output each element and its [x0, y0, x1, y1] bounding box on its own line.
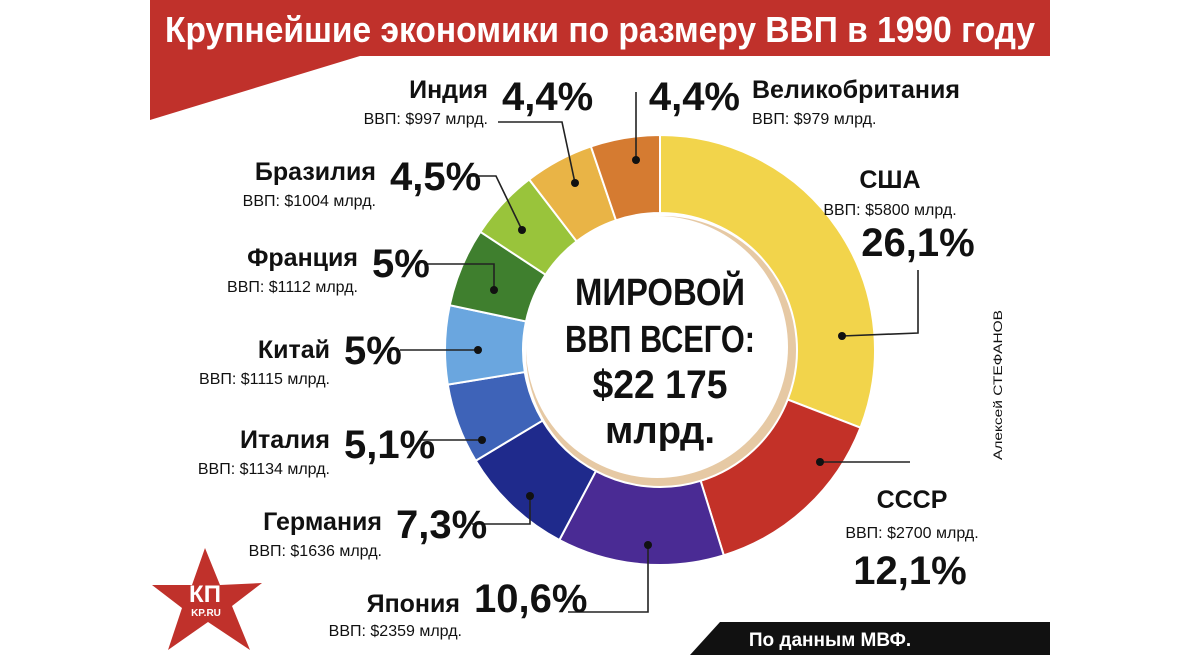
- slice-8-country-label: Индия: [409, 76, 488, 104]
- slice-0-percent-label: 26,1%: [861, 221, 974, 265]
- center-line-1: МИРОВОЙ: [575, 269, 745, 314]
- slice-6-percent-label: 5%: [372, 242, 430, 286]
- slice-0-country-label: США: [859, 166, 920, 194]
- slice-2-leader-dot: [644, 541, 652, 549]
- slice-9-percent-label: 4,4%: [649, 75, 740, 119]
- slice-8-percent-label: 4,4%: [502, 75, 593, 119]
- donut-hole: [526, 216, 788, 478]
- kp-star-logo: КП KP.RU: [152, 548, 262, 650]
- slice-4-gdp-label: ВВП: $1134 млрд.: [198, 461, 330, 478]
- slice-1-leader-dot: [816, 458, 824, 466]
- slice-1-percent-label: 12,1%: [853, 549, 966, 593]
- slice-6-country-label: Франция: [247, 244, 358, 272]
- center-total: МИРОВОЙ ВВП ВСЕГО: $22 175 млрд.: [565, 269, 755, 452]
- slice-8-leader-dot: [571, 179, 579, 187]
- slice-4-country-label: Италия: [240, 426, 330, 454]
- slice-2-gdp-label: ВВП: $2359 млрд.: [329, 623, 462, 640]
- slice-7-gdp-label: ВВП: $1004 млрд.: [243, 193, 376, 210]
- slice-3-gdp-label: ВВП: $1636 млрд.: [249, 543, 382, 560]
- slice-2-country-label: Япония: [367, 590, 460, 618]
- source-text: По данным МВФ.: [749, 630, 911, 651]
- slice-6-leader-dot: [490, 286, 498, 294]
- slice-6-gdp-label: ВВП: $1112 млрд.: [227, 279, 358, 296]
- slice-3-country-label: Германия: [263, 508, 382, 536]
- title-band: [150, 0, 1050, 120]
- slice-7-leader-dot: [518, 226, 526, 234]
- slice-1-gdp-label: ВВП: $2700 млрд.: [845, 525, 978, 542]
- slice-8-leader-line: [498, 121, 576, 184]
- logo-text: КП: [189, 581, 221, 608]
- center-line-3: $22 175: [593, 363, 728, 407]
- slice-1-country-label: СССР: [877, 486, 948, 514]
- slice-4-percent-label: 5,1%: [344, 423, 435, 467]
- slice-0-leader-dot: [838, 332, 846, 340]
- leader-lines: [400, 92, 919, 613]
- slice-0-leader-line: [841, 270, 919, 337]
- slice-9-country-label: Великобритания: [752, 76, 960, 104]
- slice-0-arc: [659, 133, 876, 430]
- slice-5-leader-dot: [474, 346, 482, 354]
- slice-5-country-label: Китай: [258, 336, 330, 364]
- slice-3-leader-line: [472, 496, 531, 525]
- chart-title: Крупнейшие экономики по размеру ВВП в 19…: [165, 9, 1035, 50]
- slice-3-percent-label: 7,3%: [396, 503, 487, 547]
- center-line-4: млрд.: [605, 410, 715, 452]
- donut-chart: [444, 133, 876, 566]
- slice-0-gdp-label: ВВП: $5800 млрд.: [823, 202, 956, 219]
- slice-5-gdp-label: ВВП: $1115 млрд.: [199, 371, 330, 388]
- slice-7-country-label: Бразилия: [255, 158, 376, 186]
- slice-8-gdp-label: ВВП: $997 млрд.: [364, 111, 488, 128]
- slice-2-percent-label: 10,6%: [474, 577, 587, 621]
- slice-3-leader-dot: [526, 492, 534, 500]
- slice-7-percent-label: 4,5%: [390, 155, 481, 199]
- slice-6-leader-line: [425, 263, 495, 290]
- slice-2-leader-line: [568, 545, 649, 613]
- author-credit: Алексей СТЕФАНОВ: [991, 310, 1005, 460]
- center-line-2: ВВП ВСЕГО:: [565, 319, 755, 361]
- slice-9-gdp-label: ВВП: $979 млрд.: [752, 111, 876, 128]
- slice-9-leader-dot: [632, 156, 640, 164]
- slice-7-leader-line: [470, 175, 523, 231]
- source-band: [690, 622, 1050, 655]
- slice-4-leader-dot: [478, 436, 486, 444]
- slice-9-arc: [589, 133, 661, 222]
- slice-labels: США ВВП: $5800 млрд. 26,1% СССР ВВП: $2700 м…: [198, 75, 979, 640]
- slice-5-percent-label: 5%: [344, 329, 402, 373]
- logo-sub: KP.RU: [191, 608, 221, 619]
